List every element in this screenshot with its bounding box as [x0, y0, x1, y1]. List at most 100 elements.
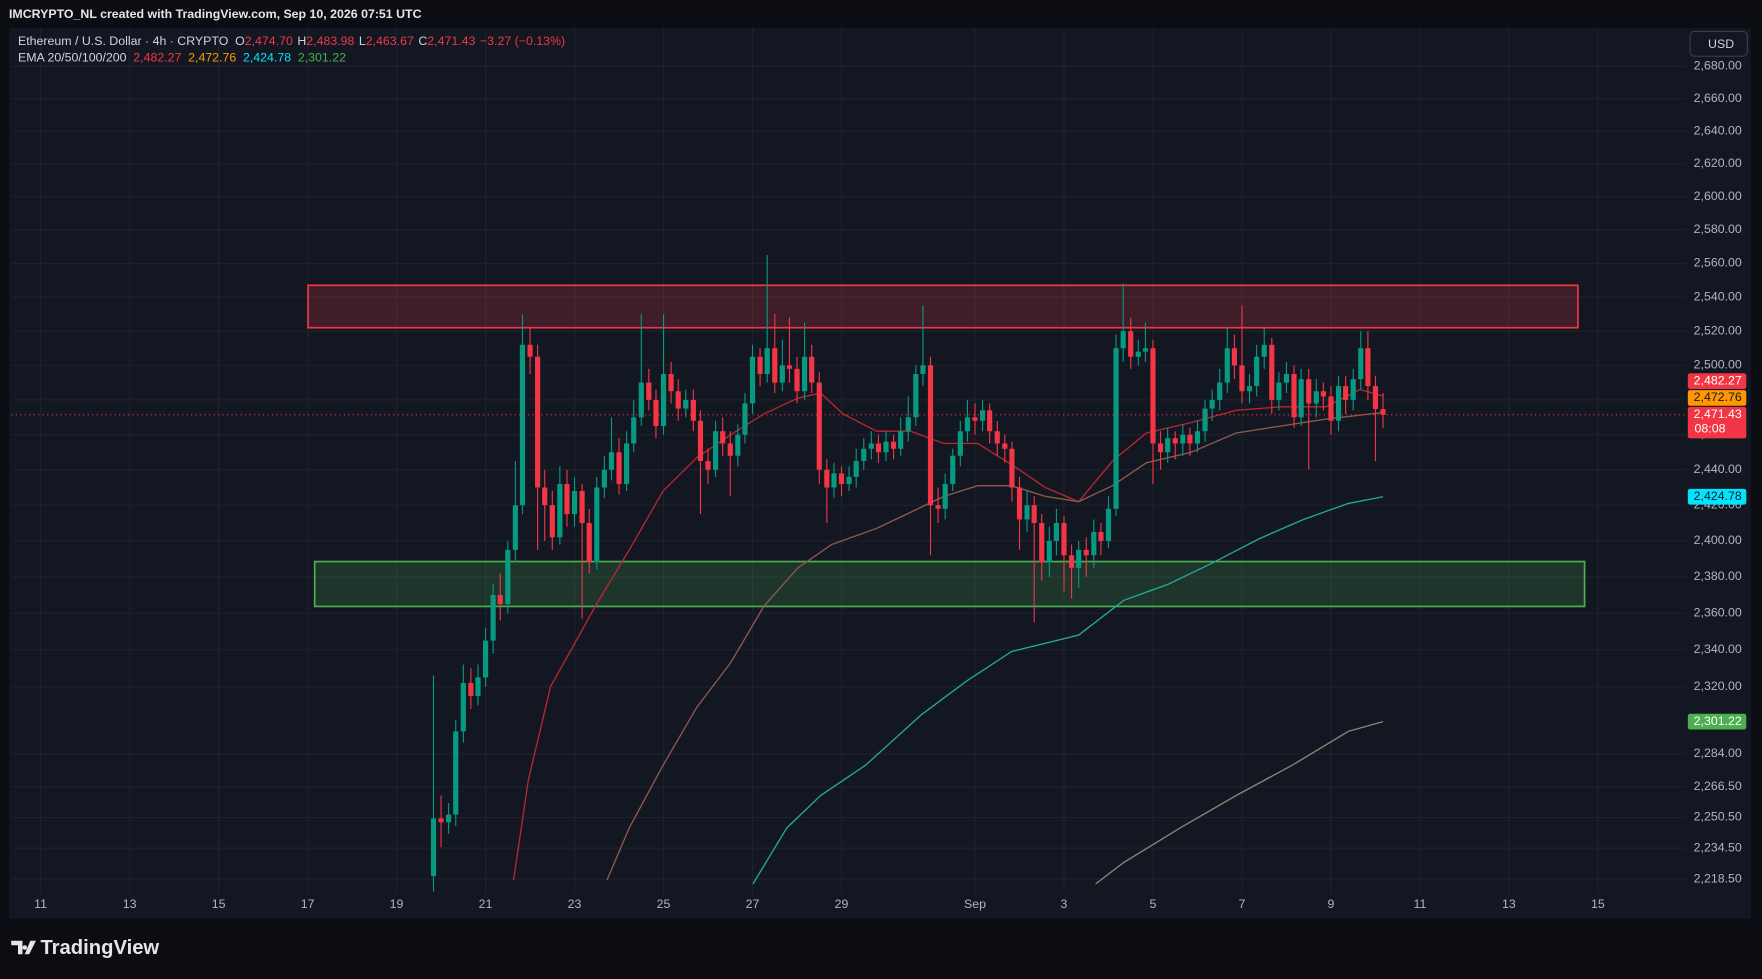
candle-body — [1380, 409, 1386, 415]
candle-body — [994, 431, 1000, 444]
candle-body — [1187, 434, 1193, 444]
candle-body — [816, 382, 822, 470]
legend-text: −3.27 (−0.13%) — [480, 34, 565, 48]
candle-body — [735, 434, 741, 456]
currency-box[interactable] — [1689, 30, 1748, 57]
brand-logo: TradingView — [11, 937, 159, 959]
candle-body — [638, 382, 644, 418]
candle-body — [1283, 373, 1290, 383]
candle-body — [1231, 348, 1237, 366]
candle-body — [1150, 348, 1156, 444]
candle-body — [1306, 379, 1312, 404]
x-tick-label: 21 — [479, 897, 493, 911]
candle-body — [675, 391, 681, 409]
y-tick-label: 2,500.00 — [1694, 358, 1742, 372]
x-tick-label: 25 — [657, 897, 671, 911]
y-tick-label: 2,660.00 — [1694, 91, 1742, 105]
candle-body — [1113, 348, 1119, 509]
logo-icon — [11, 940, 36, 955]
candle-body — [1320, 391, 1326, 397]
candle-body — [438, 818, 444, 823]
candle-body — [772, 348, 778, 383]
candle-body — [824, 469, 830, 488]
candle-body — [1172, 438, 1178, 444]
candle-body — [809, 356, 815, 383]
candle-body — [764, 348, 770, 374]
candle-body — [549, 505, 555, 538]
candle-body — [490, 594, 496, 641]
price-badge: 2,472.76 — [1687, 390, 1747, 406]
candle-body — [1358, 348, 1364, 380]
y-tick-label: 2,600.00 — [1694, 189, 1742, 203]
candle-body — [1254, 356, 1260, 387]
candle-body — [460, 682, 466, 732]
candle-body — [1076, 549, 1082, 568]
x-tick-label: 7 — [1239, 897, 1246, 911]
candle-body — [1291, 373, 1297, 418]
candle-body — [683, 399, 689, 409]
badge-label: 2,482.27 — [1694, 373, 1742, 387]
candle-body — [1039, 523, 1045, 563]
candle-body — [838, 473, 845, 484]
candle-body — [801, 356, 808, 392]
candle-body — [1061, 523, 1067, 556]
x-tick-label: 5 — [1150, 897, 1157, 911]
candle-body — [705, 461, 711, 470]
legend-text: 2,482.27 — [133, 51, 181, 65]
candle-body — [690, 399, 696, 421]
candle-body — [1024, 505, 1030, 520]
legend-text: 2,424.78 — [243, 51, 291, 65]
ema-line — [1095, 720, 1384, 885]
candle-body — [564, 483, 570, 515]
legend-text: Ethereum / U.S. Dollar · 4h · CRYPTO — [18, 34, 229, 48]
candle-body — [1269, 344, 1275, 400]
badge-label: 2,301.22 — [1694, 714, 1742, 728]
candle-body — [913, 373, 919, 418]
candle-body — [512, 505, 518, 550]
candle-body — [875, 443, 882, 453]
candle-body — [987, 410, 993, 432]
candle-body — [1343, 386, 1349, 400]
x-tick-label: 11 — [34, 897, 47, 911]
candle-body — [898, 431, 904, 449]
chart-pane — [8, 28, 1751, 919]
candle-body — [1105, 508, 1112, 541]
candle-body — [1261, 344, 1267, 357]
y-tick-label: 2,266.50 — [1694, 779, 1742, 793]
candle-body — [927, 365, 934, 506]
y-tick-label: 2,540.00 — [1694, 289, 1742, 303]
y-tick-label: 2,440.00 — [1694, 462, 1742, 476]
y-tick-label: 2,218.50 — [1694, 871, 1742, 885]
candle-body — [482, 640, 489, 678]
candle-body — [920, 365, 926, 374]
grid — [11, 28, 1686, 894]
legend-text: 2,301.22 — [298, 51, 346, 65]
y-tick-label: 2,284.00 — [1694, 746, 1742, 760]
y-tick-label: 2,380.00 — [1694, 569, 1742, 583]
candle-body — [1246, 386, 1253, 392]
candle-body — [446, 814, 452, 823]
candle-body — [668, 373, 674, 392]
candle-body — [742, 403, 748, 435]
x-tick-label: 29 — [835, 897, 849, 911]
y-tick-label: 2,360.00 — [1694, 605, 1742, 619]
candle-body — [1120, 331, 1126, 349]
legend-text: 2,474.70 — [245, 34, 293, 48]
x-tick-label: 17 — [301, 897, 315, 911]
candle-body — [964, 417, 971, 432]
candle-body — [1142, 348, 1149, 352]
candle-body — [846, 476, 852, 484]
candle-body — [779, 365, 785, 383]
price-badge: 2,301.22 — [1687, 713, 1747, 730]
x-tick-label: 19 — [390, 897, 404, 911]
candle-body — [1157, 443, 1164, 453]
y-tick-label: 2,680.00 — [1694, 59, 1742, 73]
y-tick-label: 2,400.00 — [1694, 533, 1742, 547]
ema-line — [752, 496, 1384, 885]
candle-body — [497, 594, 503, 605]
legend-text: H — [297, 34, 306, 48]
candle-body — [1372, 386, 1379, 410]
candle-body — [720, 431, 726, 444]
badge-bg — [1687, 406, 1747, 439]
